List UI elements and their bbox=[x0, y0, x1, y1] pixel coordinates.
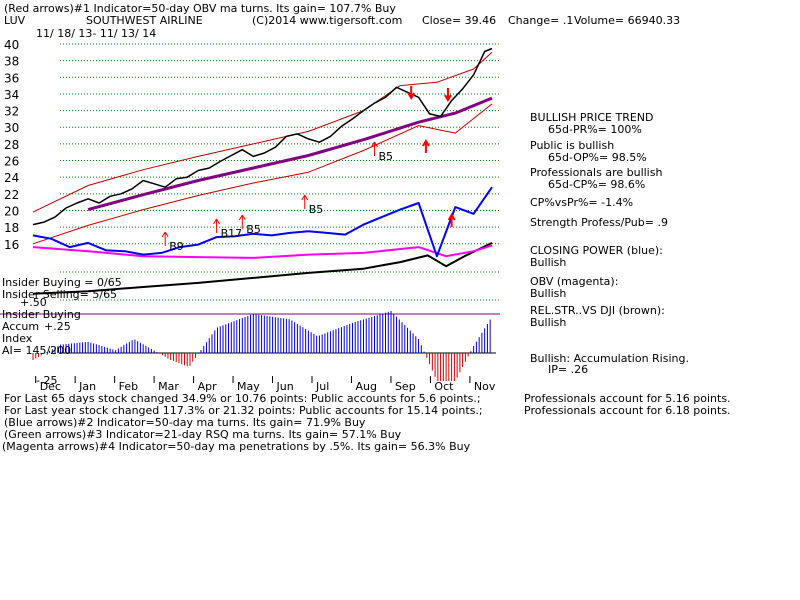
month-label: Oct bbox=[434, 380, 454, 393]
month-label: Feb bbox=[119, 380, 138, 393]
strength: Strength Profess/Pub= .9 bbox=[530, 216, 668, 229]
month-label: Apr bbox=[198, 380, 218, 393]
relstr-value: Bullish bbox=[530, 316, 566, 329]
month-label: May bbox=[237, 380, 260, 393]
footer-blue-arrows: (Blue arrows)#2 Indicator=50-day ma turn… bbox=[4, 416, 366, 429]
price-line bbox=[32, 47, 493, 226]
footer-year-a: For Last year stock changed 117.3% or 21… bbox=[4, 404, 483, 417]
footer-65day-b: Professionals account for 5.16 points. bbox=[524, 392, 731, 405]
ip-value: IP= .26 bbox=[548, 363, 588, 376]
y-tick-label: 28 bbox=[4, 138, 19, 152]
public-title: Public is bullish bbox=[530, 139, 614, 152]
index-label: Index bbox=[2, 332, 33, 345]
buy-arrow bbox=[301, 194, 309, 209]
buy-arrow bbox=[371, 141, 378, 156]
insider-buying-ratio: Insider Buying = 0/65 bbox=[2, 276, 122, 289]
signal-label: B5 bbox=[378, 150, 393, 163]
volume: Volume= 66940.33 bbox=[574, 14, 680, 27]
company-name: SOUTHWEST AIRLINE bbox=[86, 14, 203, 27]
price-gridlines bbox=[60, 43, 500, 245]
y-tick-label: 16 bbox=[4, 238, 19, 252]
y-tick-label: 20 bbox=[4, 204, 19, 218]
signal-arrow bbox=[444, 88, 452, 102]
obv-title: OBV (magenta): bbox=[530, 275, 618, 288]
closing-power-title: CLOSING POWER (blue): bbox=[530, 244, 663, 257]
plus-25-label: +.25 bbox=[44, 320, 71, 333]
signal-label: B5 bbox=[309, 203, 324, 216]
month-label: Jun bbox=[276, 380, 294, 393]
accum-label: Accum bbox=[2, 320, 39, 333]
accum-title: Bullish: Accumulation Rising. bbox=[530, 352, 689, 365]
footer-green-arrows: (Green arrows)#3 Indicator=21-day RSQ ma… bbox=[4, 428, 402, 441]
footer-year-b: Professionals account for 6.18 points. bbox=[524, 404, 731, 417]
ticker-symbol: LUV bbox=[4, 14, 26, 27]
obv-line bbox=[32, 244, 493, 259]
insider-buying-label: Insider Buying bbox=[2, 308, 81, 321]
month-label: Jul bbox=[315, 380, 329, 393]
y-tick-label: 32 bbox=[4, 105, 19, 119]
accumulation-index-panel bbox=[32, 311, 496, 381]
closing-power-line bbox=[32, 186, 493, 258]
footer-65day-a: For Last 65 days stock changed 34.9% or … bbox=[4, 392, 481, 405]
plus-50-label: +.50 bbox=[20, 296, 47, 309]
month-label: Dec bbox=[40, 380, 61, 393]
cp-value: 65d-CP%= 98.6% bbox=[548, 178, 645, 191]
price-change: Change= .1 bbox=[508, 14, 573, 27]
price-axis-ticks: 16 18 20 22 24 26 28 30 32 34 36 38 40 bbox=[4, 38, 19, 252]
y-tick-label: 18 bbox=[4, 221, 19, 235]
ma50-line bbox=[87, 96, 493, 212]
insider-selling-ratio: Insider Selling= 5/65 bbox=[2, 288, 117, 301]
footer-magenta-arrows: (Magenta arrows)#4 Indicator=50-day ma p… bbox=[2, 440, 471, 453]
month-label: Aug bbox=[355, 380, 376, 393]
relstr-title: REL.STR..VS DJI (brown): bbox=[530, 304, 665, 317]
signal-arrow bbox=[422, 139, 430, 153]
y-tick-label: 40 bbox=[4, 38, 19, 52]
signal-arrow bbox=[447, 213, 456, 227]
y-tick-label: 26 bbox=[4, 155, 19, 169]
copyright: (C)2014 www.tigersoft.com bbox=[252, 14, 402, 27]
relative-strength-line bbox=[32, 241, 493, 295]
upper-band-line bbox=[32, 51, 493, 213]
buy-arrow bbox=[213, 218, 221, 233]
op-value: 65d-OP%= 98.5% bbox=[548, 151, 647, 164]
minus-25-label: -.25 bbox=[36, 374, 57, 387]
month-label: Jan bbox=[78, 380, 96, 393]
y-tick-label: 24 bbox=[4, 171, 19, 185]
buy-arrow bbox=[238, 214, 246, 229]
y-tick-label: 22 bbox=[4, 188, 19, 202]
y-tick-label: 30 bbox=[4, 121, 19, 135]
header-indicator-line: (Red arrows)#1 Indicator=50-day OBV ma t… bbox=[4, 2, 396, 15]
close-price: Close= 39.46 bbox=[422, 14, 496, 27]
pr-value: 65d-PR%= 100% bbox=[548, 123, 642, 136]
prof-title: Professionals are bullish bbox=[530, 166, 662, 179]
closing-power-value: Bullish bbox=[530, 256, 566, 269]
month-label: Sep bbox=[395, 380, 416, 393]
lower-band-line bbox=[32, 103, 493, 245]
month-axis: Dec Jan Feb Mar Apr May Jun Jul Aug Sep Oct Nov bbox=[35, 376, 496, 393]
month-label: Nov bbox=[474, 380, 496, 393]
lower-gridlines bbox=[0, 271, 500, 315]
date-range: 11/ 18/ 13- 11/ 13/ 14 bbox=[36, 27, 156, 40]
ai-value: AI= 145/200 bbox=[2, 344, 71, 357]
y-tick-label: 36 bbox=[4, 71, 19, 85]
y-tick-label: 38 bbox=[4, 55, 19, 69]
signal-label: B9 bbox=[169, 240, 184, 253]
y-tick-label: 34 bbox=[4, 88, 19, 102]
signal-arrow bbox=[407, 86, 416, 100]
signal-label: B17 bbox=[221, 227, 243, 240]
buy-arrow bbox=[161, 231, 169, 246]
cp-vs-pr: CP%vsPr%= -1.4% bbox=[530, 196, 633, 209]
month-label: Mar bbox=[158, 380, 179, 393]
trend-title: BULLISH PRICE TREND bbox=[530, 111, 654, 124]
obv-value: Bullish bbox=[530, 287, 566, 300]
chart-series bbox=[32, 47, 493, 295]
signal-label: B5 bbox=[246, 223, 261, 236]
